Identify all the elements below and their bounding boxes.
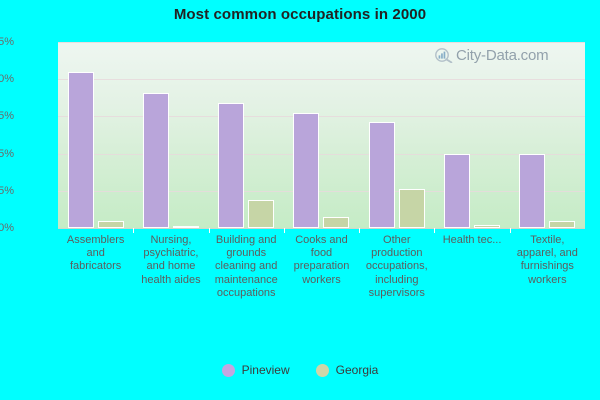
x-axis-category-label: Cooks and food preparation workers [293, 234, 350, 286]
gridline [58, 116, 585, 118]
bar-pineview [368, 122, 395, 228]
y-axis-tick-label: 2.5% [0, 184, 14, 197]
x-axis-tick [509, 228, 511, 233]
x-axis-category-label: Health tec... [442, 234, 502, 246]
gridline [58, 190, 585, 192]
y-axis-tick-label: 7.5% [0, 110, 14, 123]
bar-georgia [323, 216, 350, 228]
gridline [58, 153, 585, 155]
x-axis-tick [283, 228, 285, 233]
bar-group [58, 42, 133, 228]
x-axis-category-label: Other production occupations, including … [365, 234, 428, 299]
bar-pineview [142, 92, 169, 228]
legend-item-pineview[interactable]: Pineview [221, 363, 290, 377]
x-axis-category-label: Textile, apparel, and furnishings worker… [516, 234, 578, 286]
x-axis-tick [434, 228, 436, 233]
gridline [58, 79, 585, 81]
bar-georgia [172, 226, 199, 228]
y-axis-tick-label: 5% [0, 147, 14, 160]
bar-group [284, 42, 359, 228]
bar-pineview [444, 154, 471, 228]
bar-georgia [97, 220, 124, 228]
legend-label: Pineview [241, 363, 290, 377]
bar-georgia [248, 200, 275, 228]
legend-label: Georgia [335, 363, 379, 377]
chart-title: Most common occupations in 2000 [173, 6, 427, 23]
y-axis-tick-label: 10% [0, 73, 14, 86]
y-axis-tick-label: 0% [0, 222, 14, 234]
bar-pineview [293, 113, 320, 228]
x-axis-tick [208, 228, 210, 233]
bar-group [510, 42, 585, 228]
bar-pineview [67, 71, 94, 228]
watermark: City-Data.com [434, 47, 549, 64]
gridline [58, 42, 585, 43]
bar-group [209, 42, 284, 228]
bar-pineview [519, 154, 546, 228]
x-axis-category-label: Assemblers and fabricators [66, 234, 125, 273]
bar-group [434, 42, 509, 228]
magnifier-bars-icon [435, 48, 453, 63]
bar-pineview [218, 103, 245, 228]
legend-swatch-icon [221, 363, 235, 377]
bar-georgia [474, 225, 501, 228]
bar-georgia [549, 221, 576, 228]
x-axis-line [58, 228, 585, 229]
x-axis-category-label: Nursing, psychiatric, and home health ai… [141, 234, 201, 286]
plot-area [58, 42, 585, 228]
bar-georgia [398, 189, 425, 228]
x-axis-category-label: Building and grounds cleaning and mainte… [214, 234, 278, 299]
legend-swatch-icon [315, 363, 329, 377]
bar-group [359, 42, 434, 228]
watermark-text: City-Data.com [456, 47, 549, 64]
x-axis-tick [133, 228, 135, 233]
bar-group [133, 42, 208, 228]
chart-legend: Pineview Georgia [0, 363, 600, 377]
legend-item-georgia[interactable]: Georgia [315, 363, 379, 377]
y-axis-tick-label: 12.5% [0, 36, 14, 48]
x-axis-tick [359, 228, 361, 233]
